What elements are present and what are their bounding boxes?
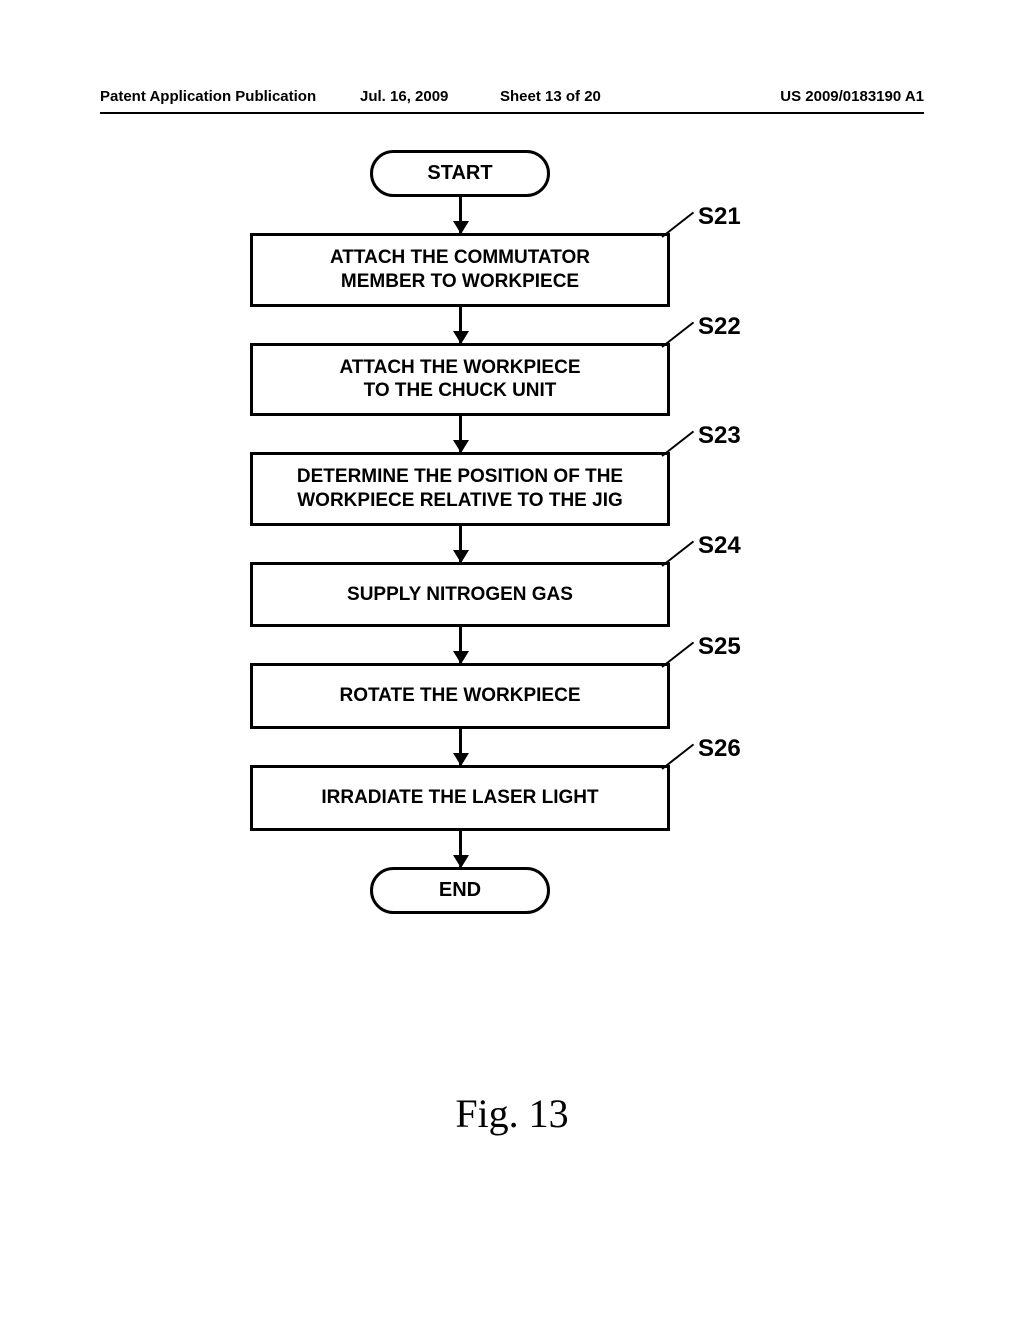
step-wrap: ATTACH THE WORKPIECETO THE CHUCK UNITS22 xyxy=(0,343,1024,417)
step-wrap: DETERMINE THE POSITION OF THEWORKPIECE R… xyxy=(0,452,1024,526)
leader-line xyxy=(661,431,694,457)
process-box-s22: ATTACH THE WORKPIECETO THE CHUCK UNIT xyxy=(250,343,670,417)
process-text: MEMBER TO WORKPIECE xyxy=(261,270,659,294)
flow-arrow xyxy=(459,416,462,452)
leader-line xyxy=(661,540,694,566)
step-label-s23: S23 xyxy=(698,422,741,450)
flow-arrow xyxy=(459,526,462,562)
step-label-s26: S26 xyxy=(698,735,741,763)
process-text: ATTACH THE COMMUTATOR xyxy=(261,246,659,270)
start-terminal: START xyxy=(370,150,550,197)
header-number: US 2009/0183190 A1 xyxy=(780,88,924,105)
flowchart: START ATTACH THE COMMUTATORMEMBER TO WORK… xyxy=(0,150,1024,914)
leader-line xyxy=(661,744,694,770)
step-wrap: SUPPLY NITROGEN GASS24 xyxy=(0,562,1024,628)
process-text: TO THE CHUCK UNIT xyxy=(261,379,659,403)
page: Patent Application Publication Jul. 16, … xyxy=(0,0,1024,1320)
process-box-s21: ATTACH THE COMMUTATORMEMBER TO WORKPIECE xyxy=(250,233,670,307)
end-terminal: END xyxy=(370,867,550,914)
step-label-s25: S25 xyxy=(698,633,741,661)
header-publication: Patent Application Publication xyxy=(100,88,316,105)
flow-arrow xyxy=(459,627,462,663)
process-text: DETERMINE THE POSITION OF THE xyxy=(261,465,659,489)
step-wrap: ATTACH THE COMMUTATORMEMBER TO WORKPIECE… xyxy=(0,233,1024,307)
step-wrap: IRRADIATE THE LASER LIGHTS26 xyxy=(0,765,1024,831)
header-date: Jul. 16, 2009 xyxy=(360,88,448,105)
leader-line xyxy=(661,321,694,347)
step-label-s21: S21 xyxy=(698,203,741,231)
process-box-s25: ROTATE THE WORKPIECE xyxy=(250,663,670,729)
flow-arrow xyxy=(459,729,462,765)
process-text: SUPPLY NITROGEN GAS xyxy=(261,583,659,607)
process-text: WORKPIECE RELATIVE TO THE JIG xyxy=(261,489,659,513)
header-sheet: Sheet 13 of 20 xyxy=(500,88,601,105)
header-rule xyxy=(100,112,924,114)
step-label-s24: S24 xyxy=(698,532,741,560)
flow-arrow xyxy=(459,197,462,233)
process-box-s26: IRRADIATE THE LASER LIGHT xyxy=(250,765,670,831)
process-box-s24: SUPPLY NITROGEN GAS xyxy=(250,562,670,628)
figure-caption: Fig. 13 xyxy=(0,1090,1024,1137)
flow-arrow xyxy=(459,831,462,867)
step-label-s22: S22 xyxy=(698,313,741,341)
leader-line xyxy=(661,212,694,238)
process-text: IRRADIATE THE LASER LIGHT xyxy=(261,786,659,810)
process-text: ATTACH THE WORKPIECE xyxy=(261,356,659,380)
page-header: Patent Application Publication Jul. 16, … xyxy=(100,88,924,105)
flow-arrow xyxy=(459,307,462,343)
process-text: ROTATE THE WORKPIECE xyxy=(261,684,659,708)
process-box-s23: DETERMINE THE POSITION OF THEWORKPIECE R… xyxy=(250,452,670,526)
step-wrap: ROTATE THE WORKPIECES25 xyxy=(0,663,1024,729)
leader-line xyxy=(661,642,694,668)
